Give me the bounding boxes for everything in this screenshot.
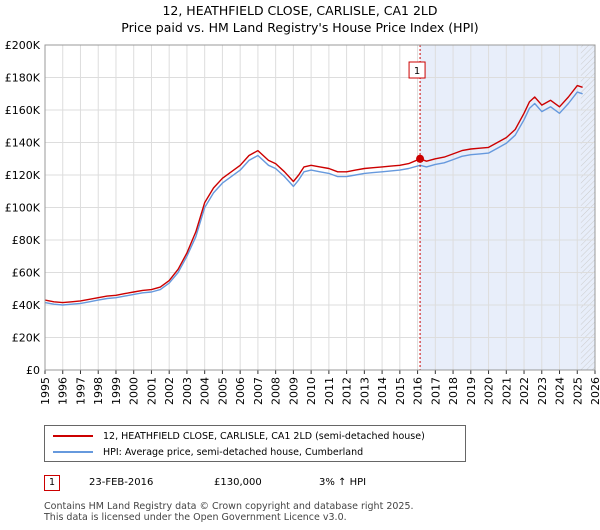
property-legend-label: 12, HEATHFIELD CLOSE, CARLISLE, CA1 2LD … — [103, 430, 425, 442]
footer-licence: This data is licensed under the Open Gov… — [44, 512, 347, 523]
x-tick-label: 1998 — [92, 377, 105, 405]
sale-marker-label: 1 — [414, 66, 420, 77]
x-tick-label: 2017 — [429, 377, 442, 405]
y-tick-label: £40K — [12, 299, 41, 312]
x-tick-label: 2019 — [465, 377, 478, 405]
x-tick-label: 2005 — [216, 377, 229, 405]
hpi-legend-swatch — [53, 451, 93, 453]
y-tick-label: £140K — [5, 137, 41, 150]
y-tick-label: £160K — [5, 104, 41, 117]
chart-title: 12, HEATHFIELD CLOSE, CARLISLE, CA1 2LD — [162, 3, 438, 18]
x-tick-label: 2026 — [589, 377, 600, 405]
y-tick-label: £60K — [12, 267, 41, 280]
sale-marker-box — [408, 61, 426, 79]
y-tick-label: £80K — [12, 234, 41, 247]
x-tick-label: 2004 — [199, 377, 212, 405]
price-chart: 1 £0 £20K £40K £60K £80K £100K £120K £140K £160K… — [5, 39, 600, 405]
x-tick-label: 2020 — [483, 377, 496, 405]
x-tick-label: 2023 — [536, 377, 549, 405]
x-tick-label: 2012 — [341, 377, 354, 405]
y-tick-label: £120K — [5, 169, 41, 182]
hpi-line — [44, 91, 583, 306]
annotation-hpi-change: 3% ↑ HPI — [319, 477, 367, 488]
y-tick-label: £0 — [26, 364, 40, 377]
chart-subtitle: Price paid vs. HM Land Registry's House … — [121, 20, 479, 35]
x-tick-label: 2021 — [500, 377, 513, 405]
x-tick-label: 1997 — [74, 377, 87, 405]
x-tick-label: 2025 — [571, 377, 584, 405]
x-tick-label: 2002 — [163, 377, 176, 405]
x-tick-label: 2016 — [412, 377, 425, 405]
sale-point — [416, 154, 425, 163]
x-tick-label: 2009 — [287, 377, 300, 405]
x-tick-label: 1995 — [39, 377, 52, 405]
property-price-line — [44, 84, 583, 304]
x-tick-label: 2011 — [323, 377, 336, 405]
y-tick-label: £100K — [5, 202, 41, 215]
x-tick-label: 2001 — [145, 377, 158, 405]
hpi-legend-label: HPI: Average price, semi-detached house,… — [103, 446, 364, 458]
plot-frame — [44, 44, 596, 371]
x-tick-label: 2014 — [376, 377, 389, 405]
x-tick-label: 2007 — [252, 377, 265, 405]
x-tick-label: 1999 — [110, 377, 123, 405]
x-tick-label: 2010 — [305, 377, 318, 405]
annotation-price: £130,000 — [214, 477, 262, 488]
property-legend-swatch — [53, 435, 93, 437]
x-tick-label: 2003 — [181, 377, 194, 405]
x-tick-label: 2008 — [270, 377, 283, 405]
x-tick-label: 2006 — [234, 377, 247, 405]
chart-legend: 12, HEATHFIELD CLOSE, CARLISLE, CA1 2LD … — [44, 425, 466, 462]
x-tick-label: 1996 — [57, 377, 70, 405]
annotation-marker: 1 — [44, 475, 60, 491]
footer-copyright: Contains HM Land Registry data © Crown c… — [44, 501, 414, 512]
y-tick-label: £180K — [5, 72, 41, 85]
annotation-date: 23-FEB-2016 — [89, 477, 154, 488]
y-tick-label: £20K — [12, 332, 41, 345]
x-tick-label: 2000 — [128, 377, 141, 405]
y-tick-label: £200K — [5, 39, 41, 52]
x-tick-label: 2024 — [554, 377, 567, 405]
x-tick-label: 2015 — [394, 377, 407, 405]
x-tick-label: 2013 — [358, 377, 371, 405]
x-tick-label: 2022 — [518, 377, 531, 405]
x-tick-label: 2018 — [447, 377, 460, 405]
